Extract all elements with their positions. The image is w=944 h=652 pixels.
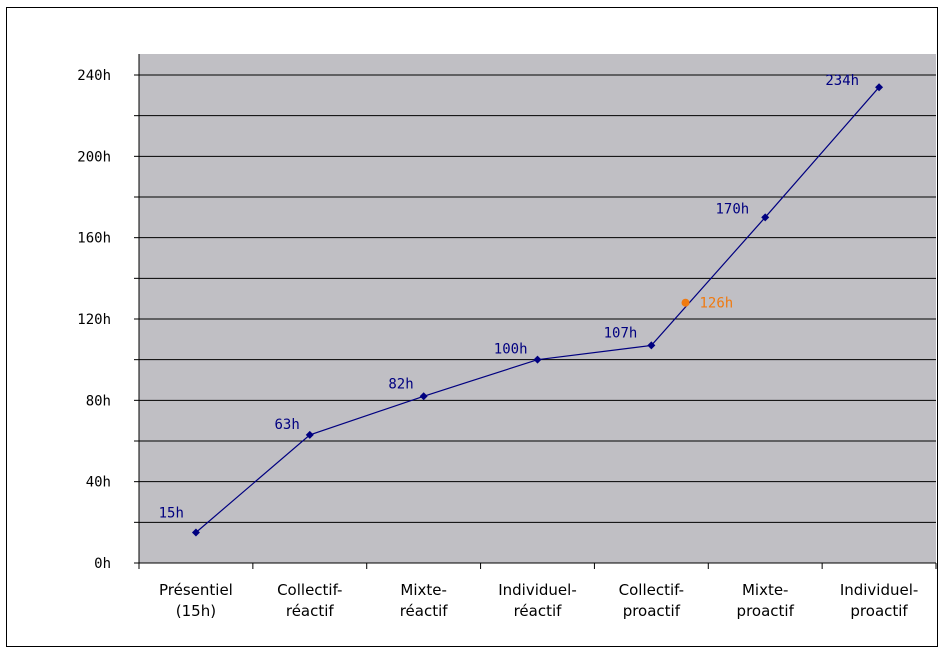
- data-label: 234h: [825, 73, 859, 89]
- plot-area: [139, 54, 936, 563]
- y-tick-label: 240h: [77, 68, 111, 84]
- y-tick-label: 80h: [86, 393, 111, 409]
- highlight-point-marker: [681, 298, 690, 307]
- x-category-label-line: Individuel-: [498, 581, 577, 599]
- x-category-label-line: Mixte-: [742, 581, 789, 599]
- data-label: 63h: [274, 417, 299, 433]
- x-category-label-line: (15h): [176, 602, 216, 620]
- data-label: 107h: [604, 325, 638, 341]
- x-category-label-line: Collectif-: [619, 581, 684, 599]
- x-category-label-line: proactif: [850, 602, 908, 620]
- highlight-point-label: 126h: [700, 296, 734, 312]
- x-category-label-line: Mixte-: [400, 581, 447, 599]
- data-point-marker: [875, 83, 884, 92]
- data-label: 82h: [388, 376, 413, 392]
- x-category-label-line: Individuel-: [840, 581, 919, 599]
- data-point-marker: [761, 213, 770, 222]
- y-tick-label: 120h: [77, 312, 111, 328]
- x-category-label: Collectif-proactif: [619, 581, 684, 620]
- x-category-label: Présentiel (15h): [159, 581, 233, 620]
- y-tick-label: 0h: [94, 556, 111, 572]
- x-category-label-line: Collectif-: [277, 581, 342, 599]
- y-tick-label: 160h: [77, 231, 111, 247]
- data-point-marker: [191, 528, 200, 537]
- x-category-label: Mixte-proactif: [737, 581, 795, 620]
- data-label: 170h: [715, 201, 749, 217]
- data-point-marker: [305, 430, 314, 439]
- y-tick-label: 40h: [86, 475, 111, 491]
- data-point-marker: [647, 341, 656, 350]
- x-category-label-line: proactif: [737, 602, 795, 620]
- data-label: 15h: [159, 506, 184, 522]
- data-point-marker: [419, 392, 428, 401]
- x-category-label: Individuel-réactif: [498, 581, 577, 620]
- x-category-label: Individuel-proactif: [840, 581, 919, 620]
- data-point-marker: [533, 355, 542, 364]
- x-category-label-line: réactif: [286, 602, 335, 620]
- x-category-label: Collectif-réactif: [277, 581, 342, 620]
- x-category-label-line: réactif: [514, 602, 563, 620]
- x-category-label: Mixte-réactif: [400, 581, 449, 620]
- x-category-label-line: proactif: [623, 602, 681, 620]
- data-label: 100h: [494, 342, 528, 358]
- x-category-label-line: Présentiel: [159, 581, 233, 599]
- y-tick-label: 200h: [77, 149, 111, 165]
- x-category-label-line: réactif: [400, 602, 449, 620]
